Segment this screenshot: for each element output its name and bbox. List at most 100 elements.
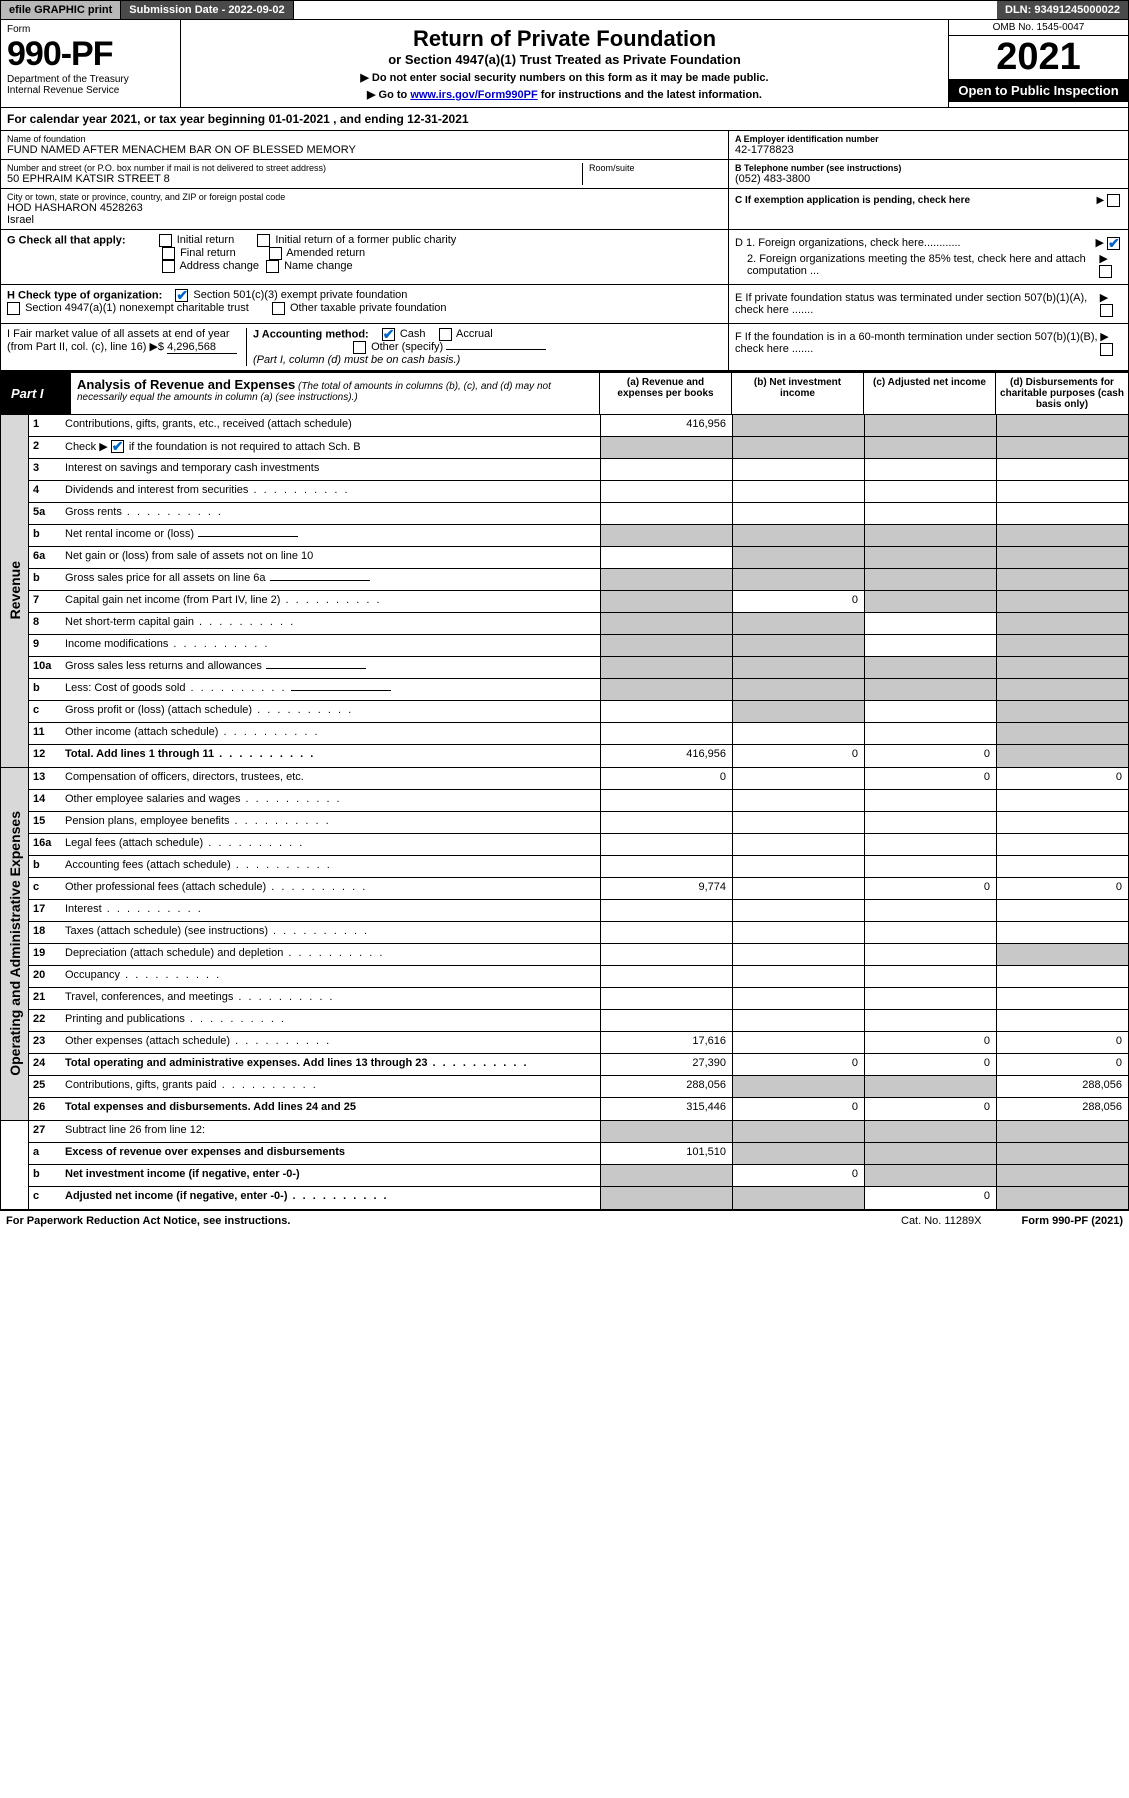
cell-col-a bbox=[600, 459, 732, 480]
cell-col-d bbox=[996, 569, 1128, 590]
table-row: 1Contributions, gifts, grants, etc., rec… bbox=[29, 415, 1128, 437]
form-ref: Form 990-PF (2021) bbox=[1022, 1215, 1123, 1227]
cell-col-b bbox=[732, 1076, 864, 1097]
cell-col-d bbox=[996, 679, 1128, 700]
cash-checkbox[interactable] bbox=[382, 328, 395, 341]
60month-checkbox[interactable] bbox=[1100, 343, 1113, 356]
form-number: 990-PF bbox=[7, 35, 174, 74]
row-number: b bbox=[29, 569, 61, 590]
foreign-org-checkbox[interactable] bbox=[1107, 237, 1120, 250]
other-taxable-checkbox[interactable] bbox=[272, 302, 285, 315]
final-return-checkbox[interactable] bbox=[162, 247, 175, 260]
cell-col-d: 0 bbox=[996, 1032, 1128, 1053]
cell-col-a bbox=[600, 1010, 732, 1031]
cell-col-c bbox=[864, 613, 996, 634]
cell-col-b bbox=[732, 812, 864, 833]
cell-col-c bbox=[864, 415, 996, 436]
cell-col-b bbox=[732, 701, 864, 722]
irs-link[interactable]: www.irs.gov/Form990PF bbox=[410, 89, 537, 101]
row-desc: Capital gain net income (from Part IV, l… bbox=[61, 591, 600, 612]
cell-col-c: 0 bbox=[864, 1054, 996, 1075]
section-ij-f: I Fair market value of all assets at end… bbox=[0, 324, 1129, 371]
row-number: b bbox=[29, 679, 61, 700]
form-subtitle: or Section 4947(a)(1) Trust Treated as P… bbox=[191, 52, 938, 67]
other-method-checkbox[interactable] bbox=[353, 341, 366, 354]
table-row: cOther professional fees (attach schedul… bbox=[29, 878, 1128, 900]
cell-col-b bbox=[732, 437, 864, 458]
irs-label: Internal Revenue Service bbox=[7, 85, 174, 96]
table-row: 17Interest bbox=[29, 900, 1128, 922]
cell-col-b bbox=[732, 1032, 864, 1053]
ein-cell: A Employer identification number 42-1778… bbox=[729, 131, 1128, 160]
cell-col-d bbox=[996, 988, 1128, 1009]
cell-col-b bbox=[732, 900, 864, 921]
cell-col-c bbox=[864, 437, 996, 458]
initial-former-checkbox[interactable] bbox=[257, 234, 270, 247]
4947-checkbox[interactable] bbox=[7, 302, 20, 315]
cell-col-b: 0 bbox=[732, 1098, 864, 1120]
row-desc: Other expenses (attach schedule) bbox=[61, 1032, 600, 1053]
cell-col-d bbox=[996, 812, 1128, 833]
omb-label: OMB No. 1545-0047 bbox=[949, 20, 1128, 36]
terminated-checkbox[interactable] bbox=[1100, 304, 1113, 317]
revenue-table: Revenue 1Contributions, gifts, grants, e… bbox=[0, 415, 1129, 768]
table-row: cAdjusted net income (if negative, enter… bbox=[29, 1187, 1128, 1209]
cell-col-c bbox=[864, 1165, 996, 1186]
row-desc: Other professional fees (attach schedule… bbox=[61, 878, 600, 899]
row-number: 11 bbox=[29, 723, 61, 744]
cell-col-b bbox=[732, 922, 864, 943]
foreign-85-checkbox[interactable] bbox=[1099, 265, 1112, 278]
cell-col-d bbox=[996, 966, 1128, 987]
table-row: 13Compensation of officers, directors, t… bbox=[29, 768, 1128, 790]
row-number: b bbox=[29, 856, 61, 877]
row-number: c bbox=[29, 1187, 61, 1209]
efile-label[interactable]: efile GRAPHIC print bbox=[1, 1, 121, 19]
cell-col-b bbox=[732, 459, 864, 480]
sch-b-checkbox[interactable] bbox=[111, 440, 124, 453]
cell-col-a bbox=[600, 856, 732, 877]
cell-col-b bbox=[732, 415, 864, 436]
expenses-table: Operating and Administrative Expenses 13… bbox=[0, 768, 1129, 1121]
cell-col-b bbox=[732, 1187, 864, 1209]
table-row: 14Other employee salaries and wages bbox=[29, 790, 1128, 812]
cell-col-d bbox=[996, 1187, 1128, 1209]
calendar-year-line: For calendar year 2021, or tax year begi… bbox=[0, 108, 1129, 131]
row-desc: Gross profit or (loss) (attach schedule) bbox=[61, 701, 600, 722]
h-checks: H Check type of organization: Section 50… bbox=[1, 285, 728, 323]
row-desc: Subtract line 26 from line 12: bbox=[61, 1121, 600, 1142]
cell-col-a bbox=[600, 790, 732, 811]
row-desc: Net rental income or (loss) bbox=[61, 525, 600, 546]
cell-col-c: 0 bbox=[864, 768, 996, 789]
cell-col-c: 0 bbox=[864, 1187, 996, 1209]
row-number: 27 bbox=[29, 1121, 61, 1142]
cell-col-d bbox=[996, 944, 1128, 965]
initial-return-checkbox[interactable] bbox=[159, 234, 172, 247]
table-row: 25Contributions, gifts, grants paid288,0… bbox=[29, 1076, 1128, 1098]
cell-col-a: 27,390 bbox=[600, 1054, 732, 1075]
address-change-checkbox[interactable] bbox=[162, 260, 175, 273]
cell-col-b bbox=[732, 1010, 864, 1031]
exemption-checkbox[interactable] bbox=[1107, 194, 1120, 207]
row-number: 24 bbox=[29, 1054, 61, 1075]
row-number: 22 bbox=[29, 1010, 61, 1031]
name-change-checkbox[interactable] bbox=[266, 260, 279, 273]
accrual-checkbox[interactable] bbox=[439, 328, 452, 341]
tax-year: 2021 bbox=[949, 36, 1128, 79]
row-number: b bbox=[29, 525, 61, 546]
cell-col-a bbox=[600, 1121, 732, 1142]
e-check: E If private foundation status was termi… bbox=[728, 285, 1128, 323]
501c3-checkbox[interactable] bbox=[175, 289, 188, 302]
table-row: 21Travel, conferences, and meetings bbox=[29, 988, 1128, 1010]
fmv-value: 4,296,568 bbox=[167, 341, 237, 354]
cell-col-c bbox=[864, 525, 996, 546]
f-check: F If the foundation is in a 60-month ter… bbox=[728, 324, 1128, 370]
amended-return-checkbox[interactable] bbox=[269, 247, 282, 260]
row-desc: Total expenses and disbursements. Add li… bbox=[61, 1098, 600, 1120]
row-number: 5a bbox=[29, 503, 61, 524]
row-desc: Total. Add lines 1 through 11 bbox=[61, 745, 600, 767]
cell-col-a bbox=[600, 834, 732, 855]
cell-col-d bbox=[996, 1010, 1128, 1031]
paperwork-notice: For Paperwork Reduction Act Notice, see … bbox=[6, 1215, 290, 1227]
cell-col-c bbox=[864, 812, 996, 833]
table-row: aExcess of revenue over expenses and dis… bbox=[29, 1143, 1128, 1165]
